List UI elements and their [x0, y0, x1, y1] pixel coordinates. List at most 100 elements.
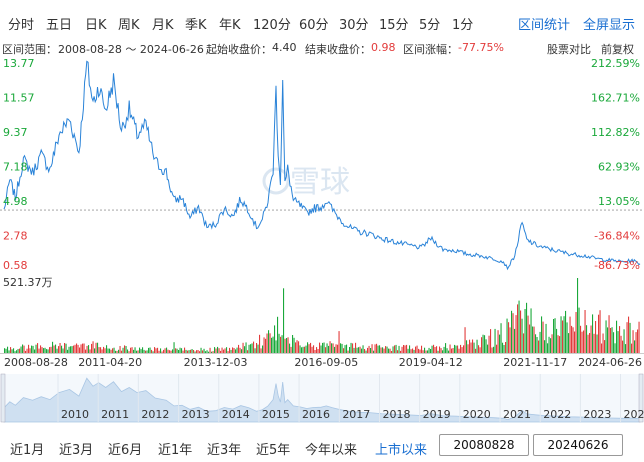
interval-stats-link[interactable]: 区间统计 — [518, 18, 571, 33]
volume-bar — [535, 334, 537, 353]
period-ytd[interactable]: 今年以来 — [305, 443, 358, 458]
navigator-year-label: 2020 — [463, 408, 491, 421]
volume-bar — [508, 322, 510, 353]
volume-bar — [548, 336, 550, 353]
volume-bar — [613, 332, 615, 353]
tab-5min[interactable]: 5分 — [419, 18, 441, 33]
volume-bar — [494, 328, 496, 353]
period-since-listing[interactable]: 上市以来 — [375, 443, 428, 458]
volume-bar — [13, 348, 15, 353]
volume-bar — [595, 321, 597, 353]
volume-bar — [31, 345, 33, 353]
volume-bar — [307, 342, 309, 353]
period-3-years[interactable]: 近3年 — [207, 443, 242, 458]
percent-tick-label: 112.82% — [591, 126, 640, 139]
volume-bar — [437, 350, 439, 353]
volume-bar — [131, 347, 133, 353]
stock-compare-link[interactable]: 股票对比 — [547, 43, 591, 56]
tab-120min[interactable]: 120分 — [253, 18, 291, 33]
volume-bar — [295, 342, 297, 353]
volume-bar — [496, 344, 498, 353]
range-navigator[interactable]: 2010 2011 2012 2013 2014 2015 2016 2017 2018 2019… — [0, 373, 644, 423]
volume-bar — [244, 346, 246, 353]
tab-timeshare[interactable]: 分时 — [8, 18, 35, 33]
volume-bar — [242, 342, 244, 353]
navigator-right-handle[interactable] — [638, 373, 644, 423]
tab-30min[interactable]: 30分 — [339, 18, 369, 33]
volume-bar — [527, 315, 529, 353]
period-1-month[interactable]: 近1月 — [10, 443, 45, 458]
volume-bar — [385, 346, 387, 353]
volume-bar — [353, 347, 355, 353]
volume-bar — [281, 335, 283, 353]
navigator-area — [3, 377, 641, 423]
tab-quarterly-k[interactable]: 季K — [185, 18, 207, 33]
end-close-label: 结束收盘价： — [305, 43, 371, 56]
fullscreen-link[interactable]: 全屏显示 — [583, 18, 636, 33]
volume-bar — [431, 345, 433, 353]
tab-1min[interactable]: 1分 — [452, 18, 474, 33]
volume-bar — [445, 343, 447, 353]
volume-bar — [163, 349, 165, 353]
volume-bar — [205, 351, 207, 353]
volume-bar — [100, 347, 102, 353]
volume-bar — [37, 343, 39, 353]
volume-bar — [587, 334, 589, 353]
volume-bar — [209, 347, 211, 353]
volume-bar — [524, 309, 526, 353]
volume-bar — [358, 347, 360, 353]
volume-bar — [617, 331, 619, 353]
volume-bar — [166, 347, 168, 353]
volume-bar — [395, 344, 397, 353]
volume-bar — [635, 332, 637, 353]
volume-bar — [497, 330, 499, 353]
tab-monthly-k[interactable]: 月K — [152, 18, 174, 33]
volume-bar — [143, 349, 145, 353]
tab-60min[interactable]: 60分 — [299, 18, 329, 33]
period-3-months[interactable]: 近3月 — [59, 443, 94, 458]
volume-bar — [286, 338, 288, 353]
volume-bar — [250, 344, 252, 353]
tab-15min[interactable]: 15分 — [379, 18, 409, 33]
volume-bar — [590, 325, 592, 353]
volume-bar — [374, 344, 376, 353]
volume-bar — [406, 344, 408, 353]
tab-yearly-k[interactable]: 年K — [219, 18, 241, 33]
volume-bar — [73, 345, 75, 353]
volume-bar — [464, 327, 466, 353]
volume-bar — [175, 348, 177, 353]
volume-bar — [58, 346, 60, 353]
volume-bar — [151, 349, 153, 353]
volume-bar — [571, 325, 573, 353]
end-date-input[interactable]: 20240626 — [533, 434, 623, 456]
volume-bar — [322, 342, 324, 353]
volume-bar — [14, 351, 16, 353]
volume-bar — [547, 343, 549, 353]
date-axis: 2008-08-28 2011-04-20 2013-12-03 2016-09-05… — [0, 353, 644, 369]
period-6-months[interactable]: 近6月 — [108, 443, 143, 458]
forward-adjust-toggle[interactable]: 前复权 — [601, 43, 634, 56]
date-tick-label: 2011-04-20 — [78, 356, 142, 369]
period-1-year[interactable]: 近1年 — [158, 443, 193, 458]
tab-daily-k[interactable]: 日K — [85, 18, 107, 33]
navigator-left-handle[interactable] — [0, 373, 6, 423]
period-5-years[interactable]: 近5年 — [256, 443, 291, 458]
volume-bar — [479, 347, 481, 353]
tab-weekly-k[interactable]: 周K — [118, 18, 140, 33]
volume-bar — [379, 345, 381, 353]
tab-five-day[interactable]: 五日 — [46, 18, 73, 33]
end-close-value: 0.98 — [371, 41, 396, 54]
volume-bar — [448, 350, 450, 353]
volume-bar — [215, 348, 217, 353]
volume-bar — [221, 347, 223, 353]
volume-bar — [371, 344, 373, 353]
volume-bar — [245, 342, 247, 353]
volume-bar — [373, 350, 375, 353]
start-date-input[interactable]: 20080828 — [439, 434, 529, 456]
stock-chart[interactable]: 雪球 13.77 212.59% 11.57 162.71% 9.37 112.82% 7.… — [0, 56, 644, 430]
volume-bar — [334, 346, 336, 353]
period-tab-bar: 分时 五日 日K 周K 月K 季K 年K 120分 60分 30分 15分 5分… — [0, 0, 644, 40]
volume-bar — [200, 347, 202, 353]
volume-bar — [112, 348, 114, 353]
volume-bar — [581, 331, 583, 353]
